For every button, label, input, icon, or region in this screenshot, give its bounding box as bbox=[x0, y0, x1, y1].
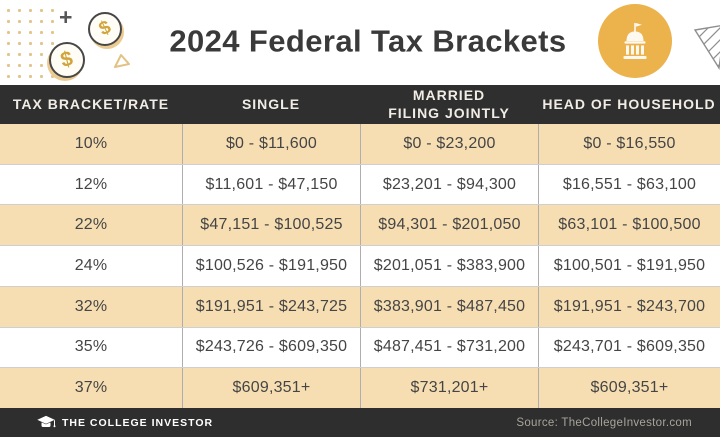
dollar-coin-icon: $ bbox=[88, 12, 122, 46]
range-cell: $191,951 - $243,725 bbox=[182, 286, 360, 327]
range-cell: $63,101 - $100,500 bbox=[538, 205, 720, 246]
brand-name: THE COLLEGE INVESTOR bbox=[62, 416, 214, 429]
header: + $ $ 2024 Federal Tax Brackets bbox=[0, 0, 720, 85]
graduation-cap-icon bbox=[36, 415, 56, 428]
capitol-badge bbox=[598, 4, 672, 78]
range-cell: $100,526 - $191,950 bbox=[182, 246, 360, 286]
column-header-married: MARRIED FILING JOINTLY bbox=[388, 87, 510, 121]
range-cell: $11,601 - $47,150 bbox=[182, 164, 360, 205]
range-cell: $731,201+ bbox=[360, 368, 538, 409]
pennant-icon bbox=[692, 24, 720, 75]
table-row: 37% $609,351+ $731,201+ $609,351+ bbox=[0, 367, 720, 409]
college-investor-logo: THE COLLEGE INVESTOR bbox=[36, 415, 213, 430]
plus-icon: + bbox=[59, 4, 73, 30]
range-cell: $383,901 - $487,450 bbox=[360, 286, 538, 327]
table-header-row: TAX BRACKET/RATE SINGLE MARRIED FILING J… bbox=[0, 85, 720, 124]
range-cell: $0 - $23,200 bbox=[360, 124, 538, 164]
table-row: 24% $100,526 - $191,950 $201,051 - $383,90… bbox=[0, 245, 720, 286]
capitol-icon bbox=[623, 23, 647, 59]
range-cell: $47,151 - $100,525 bbox=[182, 205, 360, 246]
rate-cell: 22% bbox=[74, 216, 108, 234]
range-cell: $243,726 - $609,350 bbox=[182, 327, 360, 368]
triangle-icon bbox=[112, 52, 132, 75]
table-row: 10% $0 - $11,600 $0 - $23,200 $0 - $16,550 bbox=[0, 124, 720, 164]
range-cell: $243,701 - $609,350 bbox=[538, 327, 720, 368]
tax-table-rows: 10% $0 - $11,600 $0 - $23,200 $0 - $16,550 1… bbox=[0, 124, 720, 409]
range-cell: $609,351+ bbox=[182, 368, 360, 409]
range-cell: $23,201 - $94,300 bbox=[360, 164, 538, 205]
source-credit: Source: TheCollegeInvestor.com bbox=[516, 416, 692, 429]
rate-cell: 24% bbox=[74, 257, 108, 275]
column-header-head: HEAD OF HOUSEHOLD bbox=[542, 95, 716, 112]
range-cell: $16,551 - $63,100 bbox=[538, 164, 720, 205]
table-row: 35% $243,726 - $609,350 $487,451 - $731,20… bbox=[0, 326, 720, 368]
footer: THE COLLEGE INVESTOR Source: TheCollegeI… bbox=[0, 408, 720, 437]
column-header-single: SINGLE bbox=[241, 95, 301, 112]
rate-cell: 10% bbox=[74, 134, 108, 152]
range-cell: $94,301 - $201,050 bbox=[360, 205, 538, 246]
range-cell: $609,351+ bbox=[538, 368, 720, 409]
rate-cell: 37% bbox=[74, 379, 108, 397]
range-cell: $0 - $16,550 bbox=[538, 124, 720, 164]
dollar-coin-icon: $ bbox=[49, 42, 85, 78]
rate-cell: 12% bbox=[74, 175, 108, 193]
range-cell: $0 - $11,600 bbox=[182, 124, 360, 164]
column-header-rate: TAX BRACKET/RATE bbox=[12, 95, 170, 112]
table-row: 12% $11,601 - $47,150 $23,201 - $94,300 $16… bbox=[0, 163, 720, 205]
range-cell: $191,951 - $243,700 bbox=[538, 286, 720, 327]
page-title: 2024 Federal Tax Brackets bbox=[169, 23, 567, 59]
range-cell: $100,501 - $191,950 bbox=[538, 246, 720, 286]
range-cell: $487,451 - $731,200 bbox=[360, 327, 538, 368]
range-cell: $201,051 - $383,900 bbox=[360, 246, 538, 286]
dot-grid-decoration bbox=[3, 5, 56, 85]
table-row: 22% $47,151 - $100,525 $94,301 - $201,050 $… bbox=[0, 204, 720, 246]
rate-cell: 32% bbox=[74, 297, 108, 315]
table-row: 32% $191,951 - $243,725 $383,901 - $487,45… bbox=[0, 285, 720, 327]
rate-cell: 35% bbox=[74, 338, 108, 356]
